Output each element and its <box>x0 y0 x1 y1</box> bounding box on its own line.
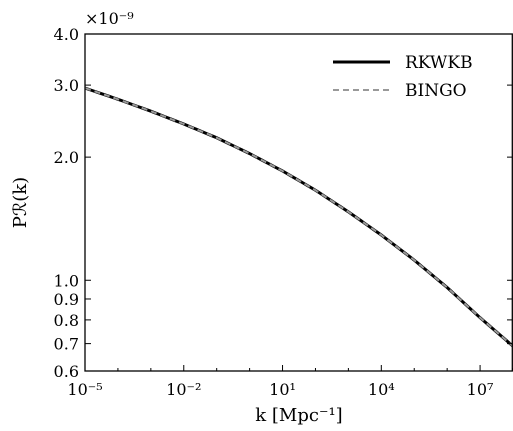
y-axis-label: Pℛ(k) <box>10 177 31 228</box>
legend: RKWKB BINGO <box>333 53 473 101</box>
x-axis-label: k [Mpc⁻¹] <box>255 405 342 426</box>
x-tick-label: 10⁴ <box>368 380 395 399</box>
y-tick-label: 0.9 <box>54 290 79 309</box>
x-tick-label: 10⁻⁵ <box>67 380 102 399</box>
x-tick-label: 10¹ <box>269 380 296 399</box>
legend-label-bingo: BINGO <box>405 81 467 101</box>
y-tick-label: 4.0 <box>54 25 79 44</box>
y-tick-label: 1.0 <box>54 271 79 290</box>
ticks-layer: 10⁻⁵ 10⁻² 10¹ 10⁴ 10⁷ 0.6 0.7 0.8 0.91.0 2.0 3.0 4.… <box>54 25 513 399</box>
y-tick-label: 2.0 <box>54 148 79 167</box>
y-tick-label: 0.6 <box>54 362 79 381</box>
legend-label-rkwkb: RKWKB <box>405 53 473 73</box>
y-tick-label: 0.7 <box>54 335 79 354</box>
y-tick-label: 0.8 <box>54 311 79 330</box>
y-tick-label: 3.0 <box>54 76 79 95</box>
y-axis-multiplier: ×10⁻⁹ <box>85 9 134 28</box>
plot-content <box>85 86 513 348</box>
series-line-bingo <box>85 87 513 347</box>
x-tick-label: 10⁷ <box>467 380 494 399</box>
x-tick-label: 10⁻² <box>166 380 201 399</box>
series-line-rkwkb <box>85 86 513 348</box>
plot-frame <box>84 33 513 372</box>
